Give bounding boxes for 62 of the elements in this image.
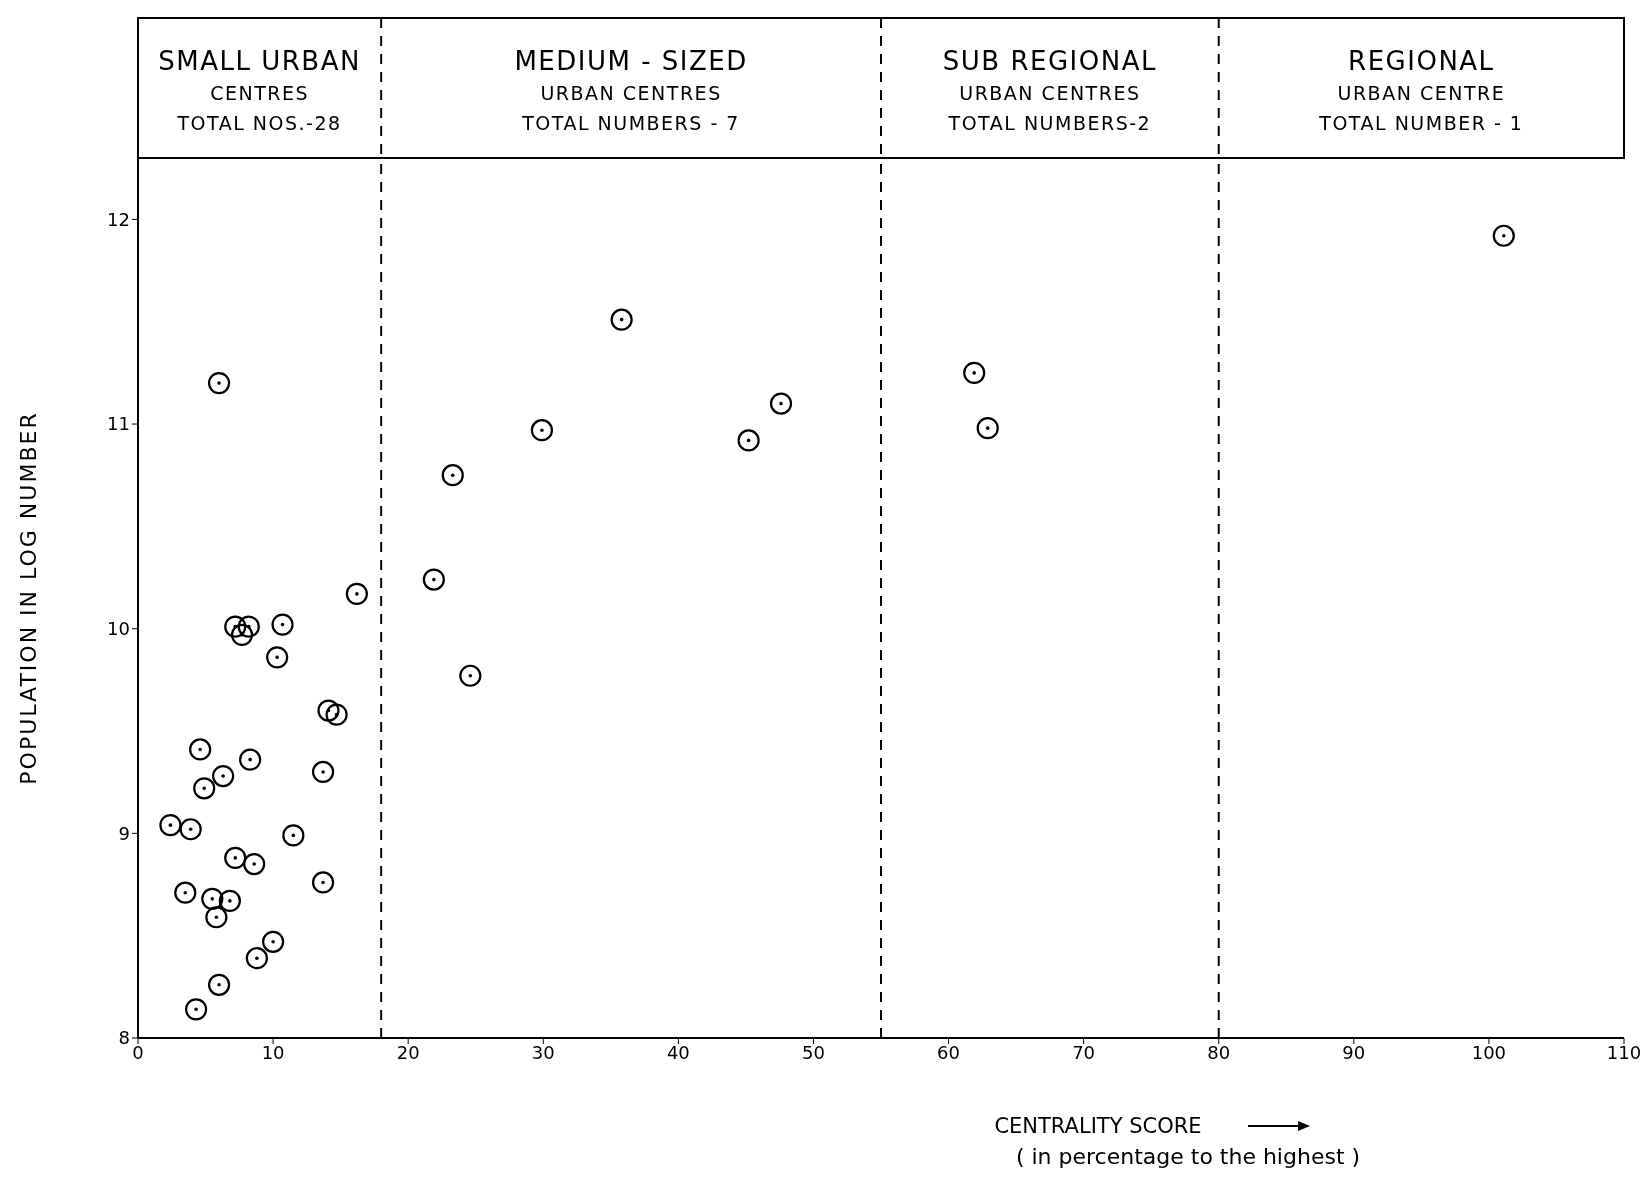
point: [224, 615, 247, 638]
point: [459, 664, 482, 687]
point: [976, 417, 999, 440]
point: [239, 748, 262, 771]
point: [184, 998, 208, 1021]
point: [261, 930, 285, 953]
point: [193, 777, 216, 800]
text: MEDIUM - SIZED URBAN CENTRES TOTAL NUMBERS - 7: [514, 46, 748, 134]
point: [441, 464, 464, 487]
point: [311, 760, 335, 784]
y-tick-label: 8: [118, 1027, 130, 1049]
text: SMALL URBAN CENTRES TOTAL NOS.-28: [158, 46, 361, 134]
point: [218, 889, 241, 912]
text: REGIONAL URBAN CENTRE TOTAL NUMBER - 1: [1318, 46, 1524, 134]
point: [422, 568, 445, 591]
text: ( in percentage to the highest ): [1014, 1144, 1362, 1169]
point: [266, 646, 289, 669]
point: [610, 308, 633, 331]
point: [224, 846, 247, 870]
y-tick-label: 9: [118, 822, 130, 844]
x-axis-title: CENTRALITY SCORE: [994, 1114, 1202, 1138]
x-tick-label: 40: [666, 1041, 690, 1063]
x-tick-label: 100: [1471, 1041, 1507, 1063]
y-axis-title: POPULATION IN LOG NUMBER: [15, 411, 41, 785]
point: [205, 906, 228, 929]
x-tick-label: 70: [1072, 1041, 1096, 1063]
text: SUB REGIONAL URBAN CENTRES TOTAL NUMBERS-2: [942, 46, 1157, 134]
x-tick-label: 50: [802, 1041, 825, 1063]
x-tick-label: 90: [1342, 1041, 1366, 1063]
point: [963, 361, 986, 384]
point: [243, 852, 266, 876]
point: [189, 738, 212, 761]
x-tick-label: 0: [132, 1041, 144, 1063]
point: [317, 699, 340, 722]
x-tick-label: 60: [937, 1041, 960, 1063]
point: [245, 947, 268, 970]
x-tick-label: 30: [531, 1041, 555, 1063]
point: [325, 703, 348, 726]
x-tick-label: 110: [1606, 1041, 1642, 1063]
y-tick-label: 12: [107, 208, 130, 230]
point: [207, 973, 231, 996]
point: [237, 615, 260, 638]
point: [159, 814, 182, 837]
point: [737, 429, 760, 452]
y-tick-label: 10: [107, 618, 130, 640]
point: [345, 582, 368, 606]
point: [271, 613, 294, 636]
x-tick-label: 10: [261, 1041, 285, 1063]
point: [201, 887, 224, 910]
x-tick-label: 80: [1207, 1041, 1231, 1063]
point: [179, 818, 202, 841]
point: [207, 372, 231, 395]
point: [311, 871, 335, 894]
point: [212, 764, 235, 788]
point: [769, 392, 793, 415]
y-tick-label: 11: [107, 413, 130, 435]
point: [1492, 224, 1515, 247]
point: [174, 881, 197, 904]
point: [530, 419, 554, 442]
point: [282, 824, 305, 847]
x-tick-label: 20: [396, 1041, 420, 1063]
point: [230, 623, 254, 646]
